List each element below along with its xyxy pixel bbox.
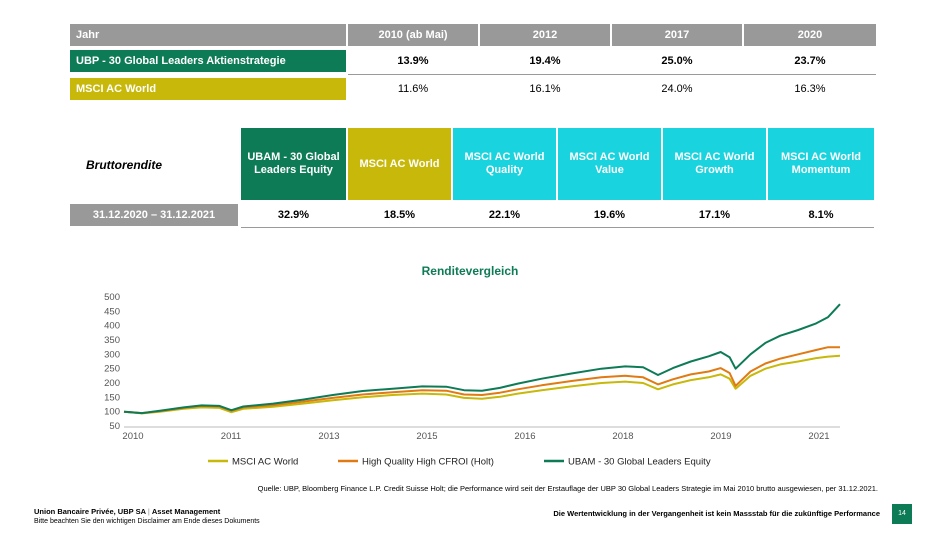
- table1-header-col: 2012: [480, 24, 610, 46]
- y-tick-label: 200: [104, 378, 120, 389]
- table2-value: 18.5%: [383, 209, 416, 221]
- table1-cell: 13.9%: [397, 55, 429, 67]
- footer-company: Union Bancaire Privée, UBP SA | Asset Ma…: [34, 507, 221, 516]
- y-tick-label: 350: [104, 335, 120, 346]
- table1-header-col: 2020: [744, 24, 876, 46]
- legend-label: High Quality High CFROI (Holt): [362, 457, 494, 468]
- x-tick-label: 2015: [416, 431, 437, 442]
- series-line-1: [123, 354, 841, 415]
- footer-warning: Die Wertentwicklung in der Vergangenheit…: [553, 509, 880, 518]
- y-tick-label: 500: [104, 292, 120, 303]
- legend-label: MSCI AC World: [232, 457, 298, 468]
- table1-cell: 16.3%: [794, 83, 826, 95]
- table2-value: 19.6%: [593, 209, 626, 221]
- table2-value: 17.1%: [698, 209, 731, 221]
- y-tick-label: 400: [104, 321, 120, 332]
- y-tick-label: 250: [104, 364, 120, 375]
- table2-value: 32.9%: [277, 209, 310, 221]
- legend-label: UBAM - 30 Global Leaders Equity: [568, 457, 711, 468]
- table2-value: 22.1%: [488, 209, 521, 221]
- table1-row-label: UBP - 30 Global Leaders Aktienstrategie: [70, 50, 346, 72]
- table1-cell: 25.0%: [661, 55, 693, 67]
- table1-header-col: 2010 (ab Mai): [348, 24, 478, 46]
- page-number: 14: [892, 504, 912, 524]
- x-tick-label: 2021: [808, 431, 829, 442]
- table1-header-year: Jahr: [70, 24, 346, 46]
- table1-cell: 11.6%: [397, 83, 429, 95]
- performance-chart: Renditevergleich 50 100 150 200 250 300 350 400 4…: [104, 264, 841, 468]
- y-tick-label: 150: [104, 392, 120, 403]
- table2-period: 31.12.2020 – 31.12.2021: [70, 204, 238, 226]
- division-name: Asset Management: [151, 507, 221, 516]
- table1-header-row: Jahr 2010 (ab Mai) 2012 2017 2020: [70, 24, 876, 46]
- table2-header: MSCI AC World Momentum: [768, 128, 874, 200]
- x-tick-label: 2010: [122, 431, 143, 442]
- table1-row-label: MSCI AC World: [70, 78, 346, 100]
- table2-header: MSCI AC World Quality: [453, 128, 556, 200]
- table2-header: MSCI AC World: [348, 128, 451, 200]
- table1-cell: 16.1%: [529, 83, 561, 95]
- y-tick-label: 450: [104, 306, 120, 317]
- table1-cell: 19.4%: [529, 55, 561, 67]
- series-line-3: [123, 303, 841, 415]
- table1-header-col: 2017: [612, 24, 742, 46]
- table2-divider: [241, 227, 874, 228]
- y-tick-label: 300: [104, 349, 120, 360]
- footer-disclaimer: Bitte beachten Sie den wichtigen Disclai…: [34, 518, 260, 525]
- table2-header: MSCI AC World Growth: [663, 128, 766, 200]
- table1-cell: 23.7%: [794, 55, 826, 67]
- x-tick-label: 2019: [710, 431, 731, 442]
- company-name: Union Bancaire Privée, UBP SA: [34, 507, 146, 516]
- table1-divider: [348, 74, 876, 75]
- table2-header: MSCI AC World Value: [558, 128, 661, 200]
- y-tick-label: 100: [104, 407, 120, 418]
- x-tick-label: 2016: [514, 431, 535, 442]
- table2-header: UBAM - 30 Global Leaders Equity: [241, 128, 346, 200]
- table2-value: 8.1%: [808, 209, 834, 221]
- source-note: Quelle: UBP, Bloomberg Finance L.P. Cred…: [257, 484, 878, 493]
- chart-title: Renditevergleich: [422, 264, 519, 278]
- table1-row-msci: MSCI AC World 11.6% 16.1% 24.0% 16.3%: [70, 78, 876, 100]
- x-tick-label: 2013: [318, 431, 339, 442]
- series-line-2: [123, 346, 840, 415]
- x-tick-label: 2018: [612, 431, 633, 442]
- y-tick-label: 50: [109, 421, 120, 432]
- x-tick-label: 2011: [221, 431, 241, 442]
- table1-cell: 24.0%: [661, 83, 693, 95]
- table2-label: Bruttorendite: [86, 158, 162, 172]
- table1-row-ubp: UBP - 30 Global Leaders Aktienstrategie …: [70, 50, 876, 72]
